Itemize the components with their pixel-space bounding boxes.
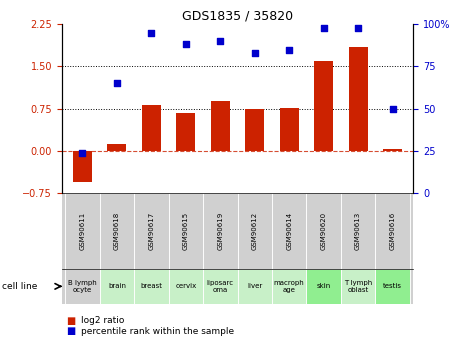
Bar [73,151,92,182]
Point [389,106,396,111]
Bar [383,149,402,151]
Bar [65,193,100,269]
Bar [375,193,410,269]
Bar [211,101,230,151]
Bar [349,47,368,151]
Text: B lymph
ocyte: B lymph ocyte [68,280,97,293]
Bar [107,144,126,151]
Text: ■: ■ [66,316,76,326]
Bar [272,193,306,269]
Text: cell line: cell line [2,282,38,291]
Text: GSM90617: GSM90617 [148,212,154,250]
Text: GSM90616: GSM90616 [390,212,396,250]
Bar [245,109,264,151]
Bar [169,193,203,269]
Text: GSM90615: GSM90615 [183,212,189,250]
Bar [100,269,134,304]
Text: GSM90613: GSM90613 [355,212,361,250]
Point [148,30,155,35]
Bar [142,105,161,151]
Point [217,38,224,44]
Point [285,47,293,52]
Text: GSM90612: GSM90612 [252,212,258,250]
Text: percentile rank within the sample: percentile rank within the sample [81,327,234,336]
Text: liposarc
oma: liposarc oma [207,280,234,293]
Title: GDS1835 / 35820: GDS1835 / 35820 [182,10,293,23]
Text: skin: skin [316,283,331,289]
Text: T lymph
oblast: T lymph oblast [344,280,372,293]
Bar [280,108,299,151]
Text: breast: breast [140,283,162,289]
Bar [238,193,272,269]
Bar [341,269,375,304]
Bar [100,193,134,269]
Text: GSM90619: GSM90619 [217,212,223,250]
Bar [203,193,238,269]
Bar [341,193,375,269]
Bar [134,193,169,269]
Text: GSM90618: GSM90618 [114,212,120,250]
Text: GSM90614: GSM90614 [286,212,292,250]
Bar [134,269,169,304]
Bar [306,193,341,269]
Text: GSM90611: GSM90611 [79,212,86,250]
Text: brain: brain [108,283,126,289]
Point [320,25,327,30]
Text: GSM90620: GSM90620 [321,212,327,250]
Point [251,50,258,56]
Point [113,80,121,86]
Bar [169,269,203,304]
Text: cervix: cervix [175,283,197,289]
Bar [314,61,333,151]
Text: testis: testis [383,283,402,289]
Bar [272,269,306,304]
Bar [306,269,341,304]
Text: ■: ■ [66,326,76,336]
Bar [176,113,195,151]
Bar [65,269,100,304]
Bar [203,269,238,304]
Bar [238,269,272,304]
Text: log2 ratio: log2 ratio [81,316,124,325]
Point [79,150,86,155]
Bar [375,269,410,304]
Text: macroph
age: macroph age [274,280,304,293]
Point [182,42,190,47]
Point [354,25,362,30]
Text: liver: liver [247,283,262,289]
